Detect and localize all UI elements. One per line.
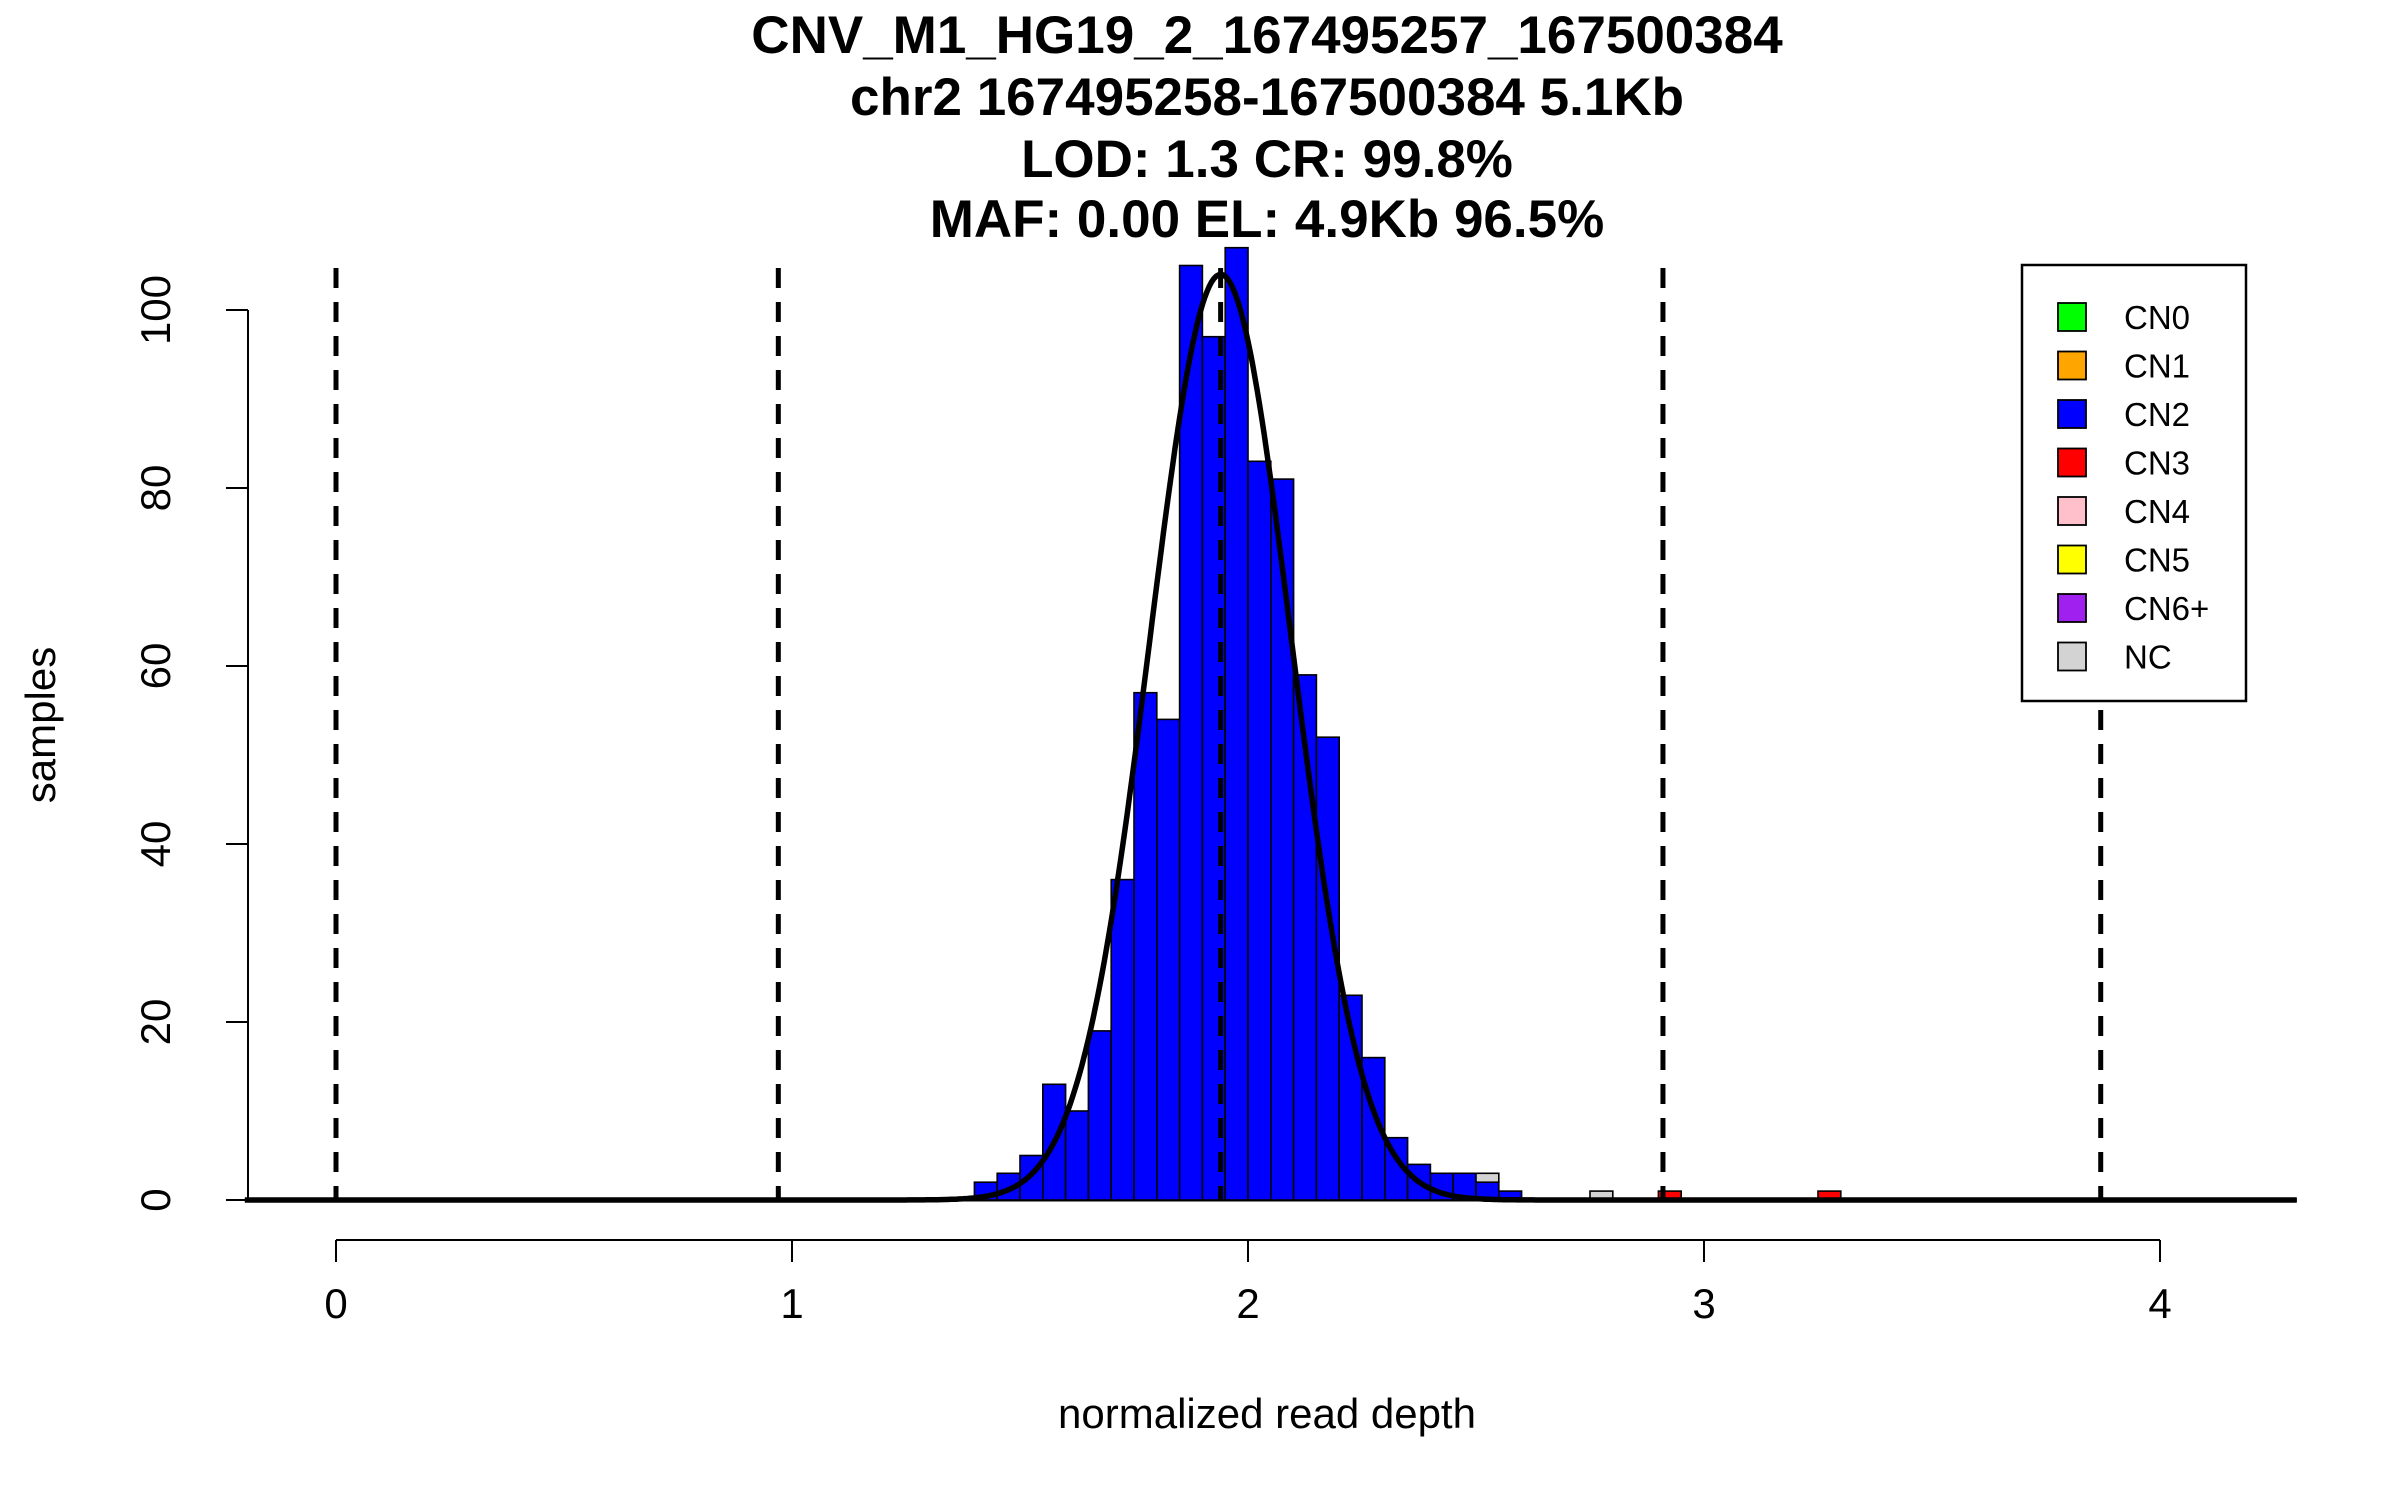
legend-swatch bbox=[2057, 496, 2087, 526]
x-tick-label: 4 bbox=[2148, 1280, 2171, 1327]
bar-cn2 bbox=[1247, 460, 1272, 1201]
legend-swatch bbox=[2057, 447, 2087, 478]
y-tick-label: 0 bbox=[132, 1188, 179, 1211]
bar-cn2 bbox=[1133, 691, 1158, 1201]
legend-label: CN0 bbox=[2124, 299, 2190, 336]
legend-swatch bbox=[2057, 593, 2087, 623]
legend-box bbox=[2020, 263, 2248, 703]
legend-swatch bbox=[2057, 641, 2087, 672]
y-axis-label: samples bbox=[17, 647, 64, 803]
x-tick-label: 0 bbox=[324, 1280, 347, 1327]
bar-cn2 bbox=[1110, 878, 1135, 1201]
legend-label: CN2 bbox=[2124, 396, 2190, 433]
legend-swatch bbox=[2057, 544, 2087, 575]
y-tick-label: 20 bbox=[132, 999, 179, 1046]
bar-cn2 bbox=[1224, 246, 1249, 1201]
legend-swatch bbox=[2057, 302, 2087, 332]
y-tick-label: 100 bbox=[132, 275, 179, 345]
legend-swatch bbox=[2057, 399, 2087, 429]
bar-cn2 bbox=[1156, 718, 1181, 1201]
bar-cn2 bbox=[1201, 335, 1227, 1201]
legend-label: CN6+ bbox=[2124, 590, 2209, 627]
legend-label: CN4 bbox=[2124, 493, 2190, 530]
legend-swatch bbox=[2057, 350, 2087, 381]
chart-title: CNV_M1_HG19_2_167495257_167500384 chr2 1… bbox=[751, 6, 1783, 249]
x-tick-label: 2 bbox=[1236, 1280, 1259, 1327]
y-tick-label: 60 bbox=[132, 643, 179, 690]
legend-label: CN3 bbox=[2124, 445, 2190, 482]
legend: CN0 CN1 CN2 CN3 CN4 CN5 CN6+ NC bbox=[2020, 263, 2248, 703]
bar-cn2 bbox=[1064, 1110, 1090, 1201]
title-line-4: MAF: 0.00 EL: 4.9Kb 96.5% bbox=[930, 190, 1604, 249]
title-line-1: CNV_M1_HG19_2_167495257_167500384 bbox=[751, 6, 1783, 65]
y-tick-label: 40 bbox=[132, 821, 179, 868]
x-tick-label: 1 bbox=[780, 1280, 803, 1327]
y-tick-label: 80 bbox=[132, 465, 179, 512]
x-axis-label: normalized read depth bbox=[1058, 1390, 1476, 1437]
legend-label: NC bbox=[2124, 639, 2172, 676]
title-line-3: LOD: 1.3 CR: 99.8% bbox=[1021, 130, 1513, 189]
x-tick-label: 3 bbox=[1692, 1280, 1715, 1327]
fit-curve bbox=[244, 271, 2297, 1203]
bar-cn2 bbox=[1087, 1030, 1113, 1201]
bar-nc bbox=[1475, 1172, 1500, 1184]
legend-label: CN1 bbox=[2124, 348, 2190, 385]
title-line-2: chr2 167495258-167500384 5.1Kb bbox=[850, 68, 1684, 127]
legend-label: CN5 bbox=[2124, 542, 2190, 579]
